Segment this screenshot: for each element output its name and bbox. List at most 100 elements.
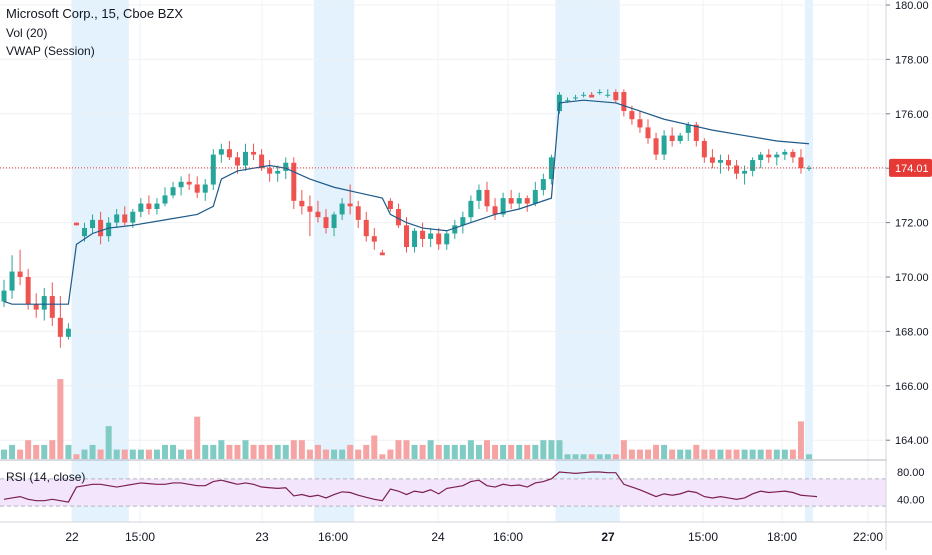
candle-73 — [589, 92, 595, 98]
candle-23 — [186, 173, 192, 190]
volume-bar-73 — [588, 454, 595, 459]
candle-body-21 — [170, 187, 176, 196]
candle-body-95 — [766, 154, 772, 158]
volume-bar-52 — [419, 444, 426, 459]
candle-98 — [790, 149, 796, 163]
candle-body-26 — [210, 154, 216, 185]
volume-bar-89 — [717, 449, 724, 459]
rsi-line — [3, 471, 818, 503]
candle-body-35 — [283, 162, 289, 171]
candle-body-78 — [629, 111, 635, 120]
candle-61 — [492, 198, 498, 220]
volume-bar-84 — [677, 449, 684, 459]
candle-3 — [25, 268, 31, 310]
candle-96 — [774, 151, 780, 166]
candle-12 — [98, 211, 104, 245]
candle-body-66 — [532, 189, 538, 204]
candle-body-63 — [508, 198, 514, 204]
candle-99 — [798, 149, 804, 174]
candle-body-19 — [154, 203, 160, 209]
volume-bar-25 — [202, 444, 209, 459]
x-tick-label-9: 22:00 — [853, 530, 883, 544]
volume-bar-39 — [314, 444, 321, 459]
volume-bar-71 — [572, 454, 579, 459]
candle-48 — [387, 198, 393, 212]
volume-bar-61 — [492, 444, 499, 459]
volume-bars — [1, 379, 812, 459]
volume-bar-75 — [604, 454, 611, 459]
candle-44 — [355, 200, 361, 229]
x-tick-label-4: 24 — [431, 530, 445, 544]
y-tick-label-5: 170.00 — [895, 272, 929, 284]
x-tick-label-3: 16:00 — [318, 530, 348, 544]
candle-body-40 — [323, 217, 329, 229]
volume-bar-1 — [9, 444, 16, 459]
candle-89 — [717, 154, 723, 174]
candle-74 — [597, 89, 603, 95]
volume-bar-86 — [693, 444, 700, 459]
candle-21 — [170, 181, 176, 199]
candle-body-2 — [17, 271, 23, 277]
candle-37 — [299, 189, 305, 215]
candle-42 — [339, 198, 345, 220]
volume-bar-50 — [403, 440, 410, 459]
volume-bar-0 — [1, 449, 7, 459]
candle-88 — [709, 149, 715, 169]
y-tick-label-6: 168.00 — [895, 326, 929, 338]
volume-bar-96 — [773, 449, 780, 459]
volume-bar-34 — [274, 444, 281, 459]
candle-57 — [460, 211, 466, 234]
candle-body-15 — [122, 214, 128, 223]
volume-bar-82 — [661, 444, 668, 459]
candle-body-5 — [41, 296, 47, 310]
candle-54 — [436, 228, 442, 250]
candle-65 — [524, 195, 530, 212]
rsi-band — [0, 478, 886, 507]
candle-82 — [661, 130, 667, 161]
candle-17 — [138, 198, 144, 218]
candle-body-17 — [138, 203, 144, 212]
candle-55 — [444, 230, 450, 250]
x-tick-label-6: 27 — [601, 530, 615, 544]
candle-body-87 — [701, 141, 707, 158]
candle-body-50 — [404, 225, 409, 248]
candle-body-52 — [420, 230, 426, 239]
volume-bar-16 — [129, 449, 136, 459]
volume-bar-95 — [765, 449, 772, 459]
candle-body-60 — [484, 189, 490, 207]
session-band-1 — [313, 0, 355, 522]
candle-body-39 — [315, 211, 321, 218]
candle-body-61 — [492, 206, 498, 215]
candle-body-75 — [605, 94, 611, 96]
volume-bar-87 — [701, 449, 708, 459]
candle-body-64 — [516, 198, 522, 204]
candle-body-27 — [218, 149, 224, 155]
candle-29 — [234, 151, 240, 174]
candle-body-34 — [275, 170, 281, 174]
candle-body-53 — [428, 233, 434, 239]
candle-body-72 — [581, 94, 587, 96]
candle-47 — [379, 249, 385, 256]
candle-body-54 — [436, 233, 442, 245]
candle-53 — [428, 228, 434, 248]
candle-body-37 — [299, 200, 305, 207]
volume-bar-11 — [89, 444, 96, 459]
volume-bar-38 — [306, 449, 313, 459]
volume-bar-77 — [620, 440, 627, 459]
volume-bar-15 — [121, 449, 128, 459]
volume-bar-28 — [226, 444, 233, 459]
volume-bar-21 — [170, 444, 177, 459]
volume-bar-88 — [709, 449, 716, 459]
volume-bar-54 — [435, 444, 442, 459]
candle-body-97 — [782, 151, 788, 155]
candle-body-99 — [798, 157, 804, 169]
candle-body-47 — [379, 252, 385, 256]
candle-80 — [645, 119, 651, 144]
candle-body-42 — [339, 203, 345, 215]
rsi-pane — [0, 471, 886, 507]
candle-45 — [363, 211, 369, 242]
candle-81 — [653, 132, 659, 161]
y-tick-label-4: 172.00 — [895, 218, 929, 230]
volume-bar-27 — [218, 440, 225, 459]
